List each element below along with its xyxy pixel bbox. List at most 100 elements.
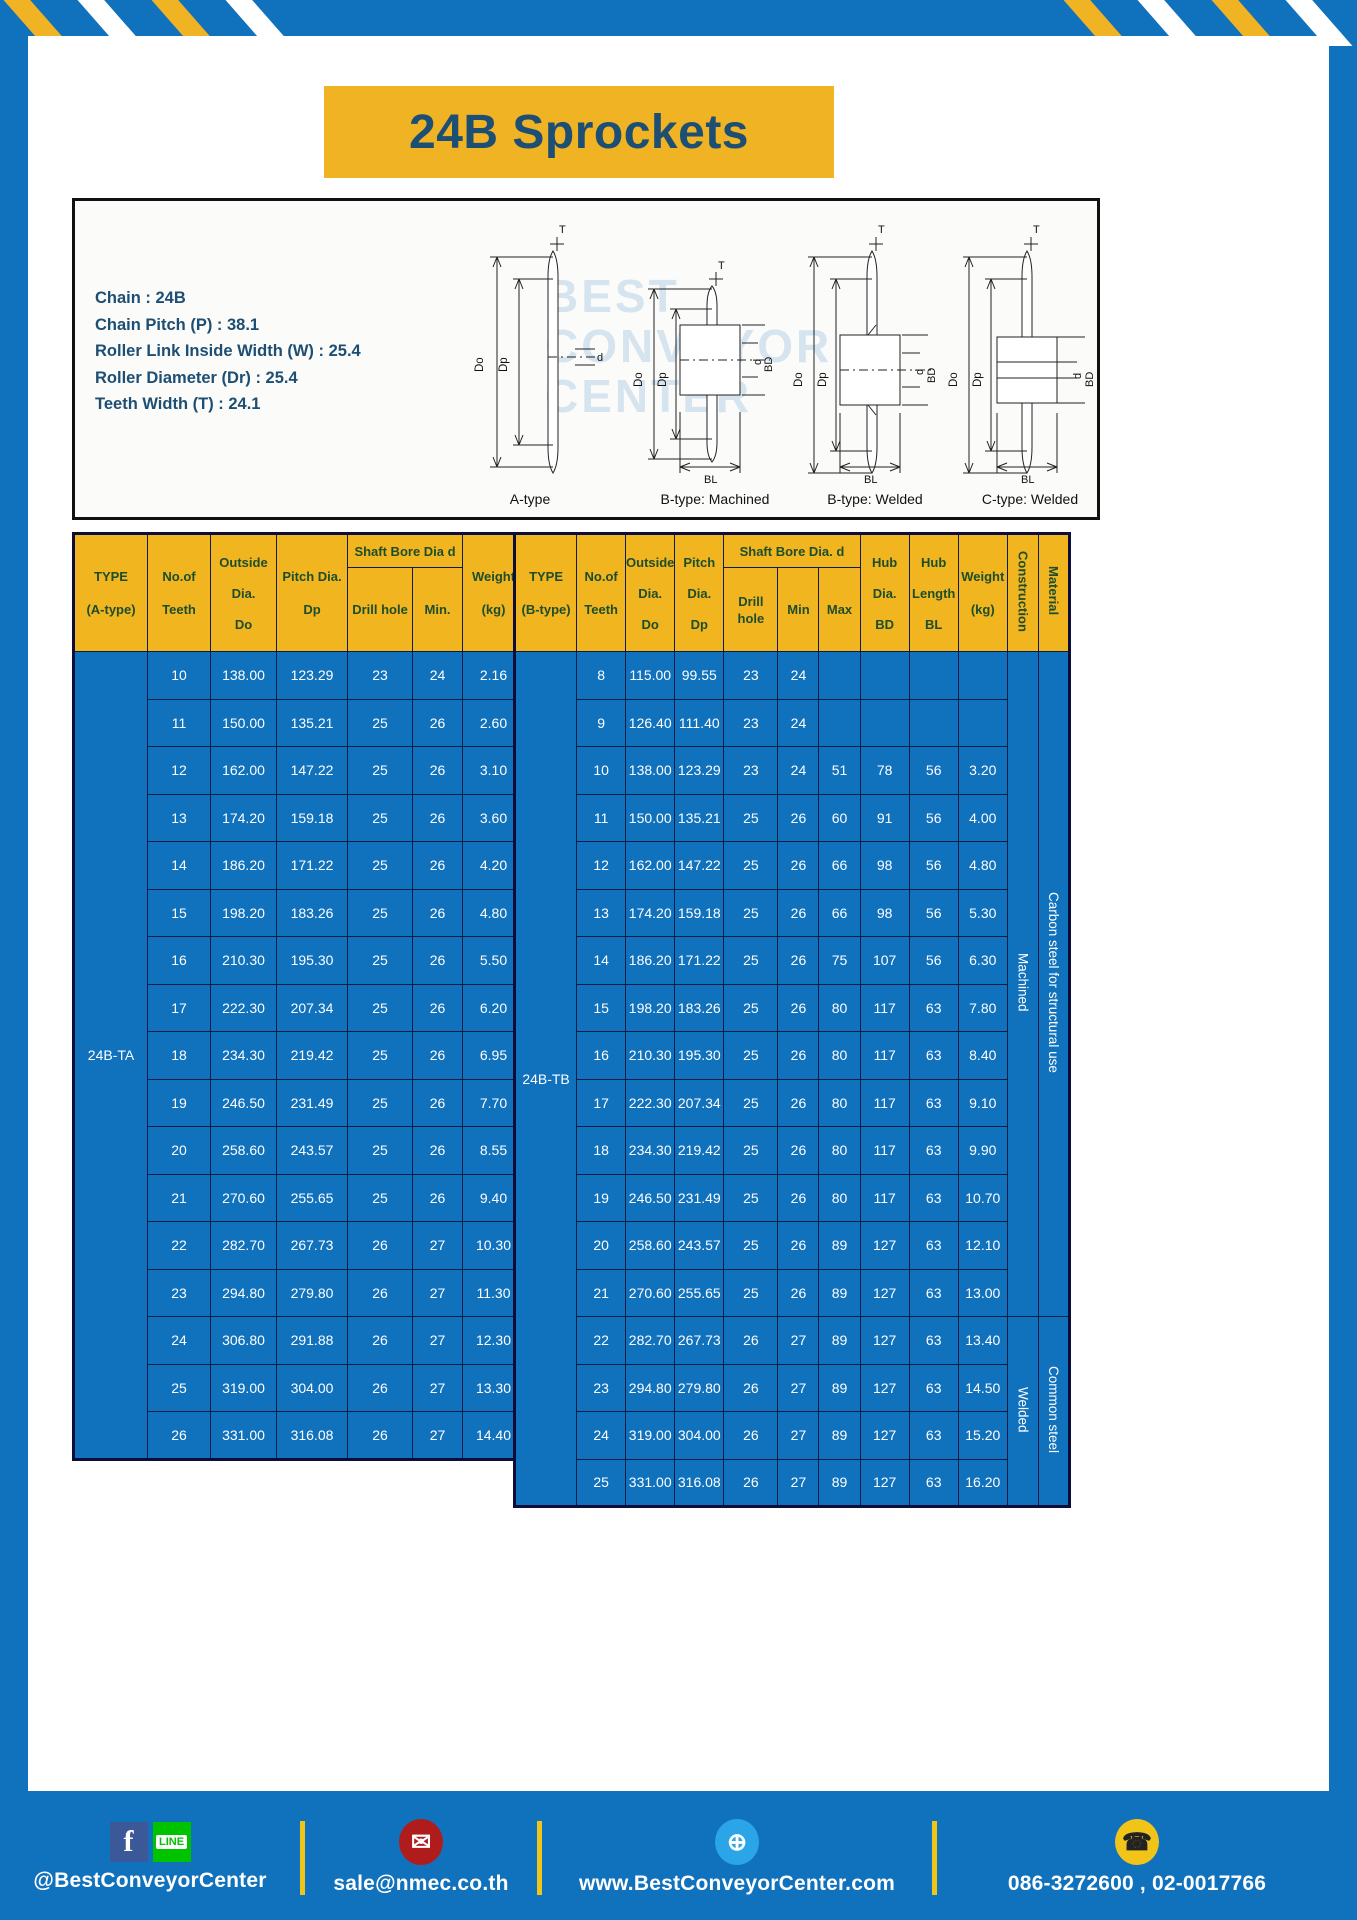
table-row: 19 246.50 231.49 25 26 7.70 — [74, 1078, 526, 1127]
globe-icon[interactable]: ⊕ — [715, 1819, 759, 1865]
table-cell: 56 — [908, 793, 959, 842]
table-cell: 26 — [777, 1268, 820, 1317]
svg-text:T: T — [1033, 224, 1040, 236]
table-cell: 89 — [818, 1363, 861, 1412]
table-cell: 26 — [777, 841, 820, 890]
table-cell: 26 — [412, 841, 463, 890]
svg-text:Do: Do — [948, 372, 960, 387]
table-cell: 234.30 — [210, 1031, 277, 1080]
table-cell: 56 — [908, 746, 959, 795]
table-cell: 5.50 — [462, 936, 526, 985]
table-cell: 56 — [908, 841, 959, 890]
th-b-od-l1: Outside — [626, 554, 675, 570]
table-cell: 26 — [777, 1126, 820, 1175]
table-cell: 26 — [412, 1126, 463, 1175]
table-cell: 26 — [412, 1031, 463, 1080]
table-cell: 147.22 — [276, 746, 348, 795]
table-cell: 117 — [859, 983, 910, 1032]
footer-item-facebook[interactable]: f LINE @BestConveyorCenter — [0, 1822, 300, 1893]
material-label: Common steel — [1045, 1365, 1061, 1454]
table-row: 13 174.20 159.18 25 26 66 98 56 5.30 — [515, 888, 1070, 937]
spec-chain-pitch: Chain Pitch (P) : 38.1 — [95, 315, 260, 334]
table-cell: 20 — [576, 1221, 627, 1270]
table-cell: 98 — [859, 841, 910, 890]
th-a-pd-l2: Dp — [303, 602, 321, 617]
svg-text:BD: BD — [763, 357, 775, 372]
table-cell: 150.00 — [625, 793, 676, 842]
table-cell: 198.20 — [625, 983, 676, 1032]
table-cell: 195.30 — [674, 1031, 725, 1080]
th-b-material-label: Material — [1045, 566, 1061, 616]
table-cell — [859, 651, 910, 700]
line-icon[interactable]: LINE — [152, 1822, 191, 1862]
table-cell: 127 — [859, 1458, 910, 1507]
table-cell: 25 — [723, 1173, 779, 1222]
table-cell: 127 — [859, 1268, 910, 1317]
table-cell: 89 — [818, 1458, 861, 1507]
table-cell: 15.20 — [957, 1411, 1008, 1460]
th-b-hl-l1: Hub — [921, 554, 947, 570]
table-cell: 159.18 — [674, 888, 725, 937]
footer-item-website[interactable]: ⊕ www.BestConveyorCenter.com — [542, 1819, 932, 1896]
sprocket-b-welded-svg: T — [793, 224, 938, 486]
table-cell: 12 — [576, 841, 627, 890]
table-cell: 25 — [347, 1126, 413, 1175]
table-cell: 26 — [347, 1221, 413, 1270]
phone-icon[interactable]: ☎ — [1115, 1819, 1159, 1865]
figure-a-caption: A-type — [509, 491, 551, 507]
th-b-type-l2: (B-type) — [521, 602, 571, 617]
table-cell: 26 — [412, 698, 463, 747]
table-cell: 282.70 — [210, 1221, 277, 1270]
table-cell: 25 — [723, 983, 779, 1032]
table-cell: 23 — [576, 1363, 627, 1412]
th-b-weight: Weight (kg) — [957, 533, 1008, 652]
table-cell: 26 — [777, 1078, 820, 1127]
th-a-od-l2: Dia. — [231, 585, 256, 601]
table-cell: 25 — [723, 1126, 779, 1175]
table-cell: 135.21 — [674, 793, 725, 842]
table-row: 16 210.30 195.30 25 26 80 117 63 8.40 — [515, 1031, 1070, 1080]
table-cell — [957, 651, 1008, 700]
table-cell: 26 — [723, 1363, 779, 1412]
table-cell: 10 — [576, 746, 627, 795]
facebook-icon[interactable]: f — [109, 1822, 148, 1862]
footer-divider — [300, 1820, 305, 1895]
table-cell: 9.90 — [957, 1126, 1008, 1175]
figure-c-welded-caption: C-type: Welded — [981, 491, 1079, 507]
table-cell: 56 — [908, 936, 959, 985]
footer-facebook-label: @BestConveyorCenter — [33, 1869, 267, 1892]
table-cell: 17 — [576, 1078, 627, 1127]
footer-item-phone[interactable]: ☎ 086-3272600 , 02-0017766 — [937, 1819, 1337, 1896]
th-b-material: Material — [1037, 533, 1071, 652]
table-cell: 291.88 — [276, 1316, 348, 1365]
th-a-teeth: No.of Teeth — [147, 533, 211, 652]
table-cell: 26 — [347, 1411, 413, 1460]
table-cell: 13 — [147, 793, 211, 842]
material-cell: Carbon steel for structural use — [1037, 651, 1071, 1317]
table-cell — [818, 698, 861, 747]
table-cell: 26 — [777, 888, 820, 937]
footer-item-email[interactable]: ✉ sale@nmec.co.th — [305, 1819, 537, 1896]
table-row: 11 150.00 135.21 25 26 2.60 — [74, 698, 526, 747]
table-cell: 210.30 — [625, 1031, 676, 1080]
svg-text:Dp: Dp — [972, 372, 984, 387]
table-cell: 25 — [347, 983, 413, 1032]
table-a-head: TYPE (A-type) No.of Teeth Outside — [73, 533, 526, 652]
svg-text:Do: Do — [474, 357, 486, 372]
mail-icon[interactable]: ✉ — [399, 1819, 443, 1865]
table-cell: 14 — [576, 936, 627, 985]
table-cell: 123.29 — [674, 746, 725, 795]
table-cell: 15 — [576, 983, 627, 1032]
table-cell: 135.21 — [276, 698, 348, 747]
th-a-w-l1: Weight — [471, 569, 516, 584]
table-cell: 207.34 — [276, 983, 348, 1032]
svg-text:d: d — [597, 352, 603, 364]
table-cell: 8 — [576, 651, 627, 700]
figure-b-machined-caption: B-type: Machined — [660, 491, 770, 507]
table-cell: 63 — [908, 1078, 959, 1127]
th-b-hub-length: Hub Length BL — [908, 533, 959, 652]
table-cell: 98 — [859, 888, 910, 937]
table-cell: 26 — [777, 1173, 820, 1222]
th-b-od-l3: Do — [641, 616, 659, 632]
facebook-line-icon[interactable]: f LINE — [109, 1822, 191, 1862]
